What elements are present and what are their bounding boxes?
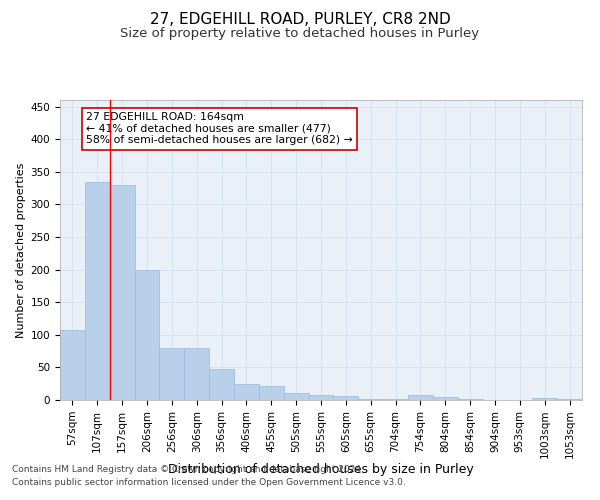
Bar	[234, 384, 259, 400]
Bar	[334, 396, 358, 400]
Bar	[209, 370, 234, 400]
Text: 27 EDGEHILL ROAD: 164sqm
← 41% of detached houses are smaller (477)
58% of semi-: 27 EDGEHILL ROAD: 164sqm ← 41% of detach…	[86, 112, 353, 145]
Text: 27, EDGEHILL ROAD, PURLEY, CR8 2ND: 27, EDGEHILL ROAD, PURLEY, CR8 2ND	[149, 12, 451, 28]
Bar	[160, 348, 184, 400]
Y-axis label: Number of detached properties: Number of detached properties	[16, 162, 26, 338]
Text: Contains HM Land Registry data © Crown copyright and database right 2024.: Contains HM Land Registry data © Crown c…	[12, 466, 364, 474]
Bar	[532, 398, 557, 400]
Bar	[259, 386, 284, 400]
Text: Size of property relative to detached houses in Purley: Size of property relative to detached ho…	[121, 28, 479, 40]
Bar	[134, 270, 160, 400]
Bar	[308, 396, 334, 400]
Bar	[557, 398, 582, 400]
Bar	[60, 330, 85, 400]
Bar	[85, 182, 110, 400]
Text: Contains public sector information licensed under the Open Government Licence v3: Contains public sector information licen…	[12, 478, 406, 487]
Bar	[433, 396, 458, 400]
Bar	[408, 395, 433, 400]
Bar	[284, 394, 308, 400]
Bar	[184, 348, 209, 400]
X-axis label: Distribution of detached houses by size in Purley: Distribution of detached houses by size …	[168, 462, 474, 475]
Bar	[110, 185, 134, 400]
